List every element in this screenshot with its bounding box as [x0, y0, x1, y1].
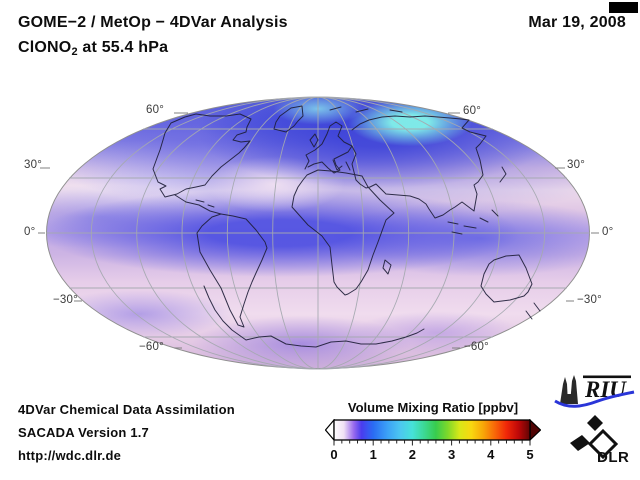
caption-version: SACADA Version 1.7: [18, 425, 149, 440]
corner-black-rectangle: [609, 2, 638, 13]
date-label: Mar 19, 2008: [528, 14, 626, 31]
lat-label-left-minus60: −60°: [139, 341, 164, 353]
species-name: ClONO: [18, 39, 72, 56]
cathedral-icon: [560, 375, 578, 404]
colorbar-tick-0: 0: [330, 447, 338, 462]
colorbar-right-arrow: [529, 419, 541, 442]
lat-label-left-minus30: −30°: [53, 294, 78, 306]
lat-label-left-30: 30°: [24, 159, 42, 171]
riu-wave: [554, 390, 635, 408]
figure-subtitle: ClONO2 at 55.4 hPa: [18, 39, 169, 58]
dlr-logo: [570, 415, 619, 460]
dlr-diamond-outline: [587, 428, 619, 460]
lat-label-left-60: 60°: [146, 104, 164, 116]
colorbar-tick-3: 3: [447, 447, 456, 462]
colorbar-scale: [325, 419, 541, 446]
colorbar-gradient-bar: [333, 419, 531, 441]
world-map-ellipse: [46, 97, 590, 369]
dlr-top-wing: [587, 415, 603, 431]
colorbar-title: Volume Mixing Ratio [ppbv]: [347, 400, 519, 415]
dlr-logo-text: DLR: [597, 449, 630, 466]
lat-label-right-minus30: −30°: [577, 294, 602, 306]
lat-label-right-minus60: −60°: [464, 341, 489, 353]
riu-overline: [583, 375, 631, 379]
lat-label-right-0: 0°: [602, 226, 614, 238]
dlr-left-wing: [570, 435, 590, 451]
colorbar-left-arrow: [325, 419, 335, 442]
colorbar: Volume Mixing Ratio [ppbv] 0 1 2 3 4 5: [325, 400, 541, 463]
figure-title: GOME−2 / MetOp − 4DVar Analysis: [18, 14, 288, 31]
colorbar-ticks: [333, 440, 531, 446]
lat-label-right-30: 30°: [567, 159, 585, 171]
lat-label-left-0: 0°: [24, 226, 36, 238]
riu-logo: RIU: [554, 375, 635, 408]
colorbar-tick-2: 2: [408, 447, 417, 462]
colorbar-tick-5: 5: [526, 447, 534, 462]
colorbar-tick-1: 1: [369, 447, 377, 462]
lat-label-right-60: 60°: [463, 105, 481, 117]
colorbar-tick-4: 4: [487, 447, 495, 462]
pressure-level: at 55.4 hPa: [77, 39, 169, 56]
caption-url: http://wdc.dlr.de: [18, 448, 122, 463]
species-subscript: 2: [71, 46, 78, 58]
caption-assimilation: 4DVar Chemical Data Assimilation: [18, 402, 235, 417]
colorbar-tick-labels: 0 1 2 3 4 5: [325, 447, 541, 463]
